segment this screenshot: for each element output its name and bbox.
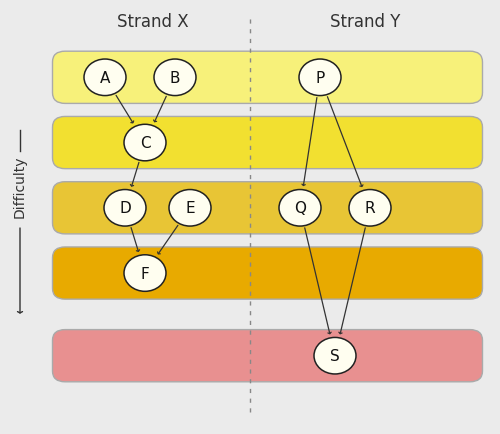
Text: Strand X: Strand X [116, 13, 188, 31]
Text: D: D [119, 201, 131, 216]
Circle shape [349, 190, 391, 227]
Circle shape [124, 125, 166, 161]
FancyBboxPatch shape [52, 117, 482, 169]
Circle shape [279, 190, 321, 227]
Circle shape [104, 190, 146, 227]
Text: F: F [140, 266, 149, 281]
Text: E: E [185, 201, 195, 216]
Text: S: S [330, 349, 340, 363]
Circle shape [154, 60, 196, 96]
Text: B: B [170, 71, 180, 85]
Circle shape [124, 255, 166, 292]
Text: C: C [140, 136, 150, 151]
Text: Strand Y: Strand Y [330, 13, 400, 31]
Text: Q: Q [294, 201, 306, 216]
FancyBboxPatch shape [52, 182, 482, 234]
Circle shape [299, 60, 341, 96]
Circle shape [169, 190, 211, 227]
Circle shape [84, 60, 126, 96]
FancyBboxPatch shape [52, 247, 482, 299]
Text: R: R [364, 201, 376, 216]
Text: Difficulty: Difficulty [13, 155, 27, 218]
Circle shape [314, 338, 356, 374]
FancyBboxPatch shape [52, 330, 482, 382]
Text: P: P [316, 71, 324, 85]
Text: A: A [100, 71, 110, 85]
FancyBboxPatch shape [52, 52, 482, 104]
